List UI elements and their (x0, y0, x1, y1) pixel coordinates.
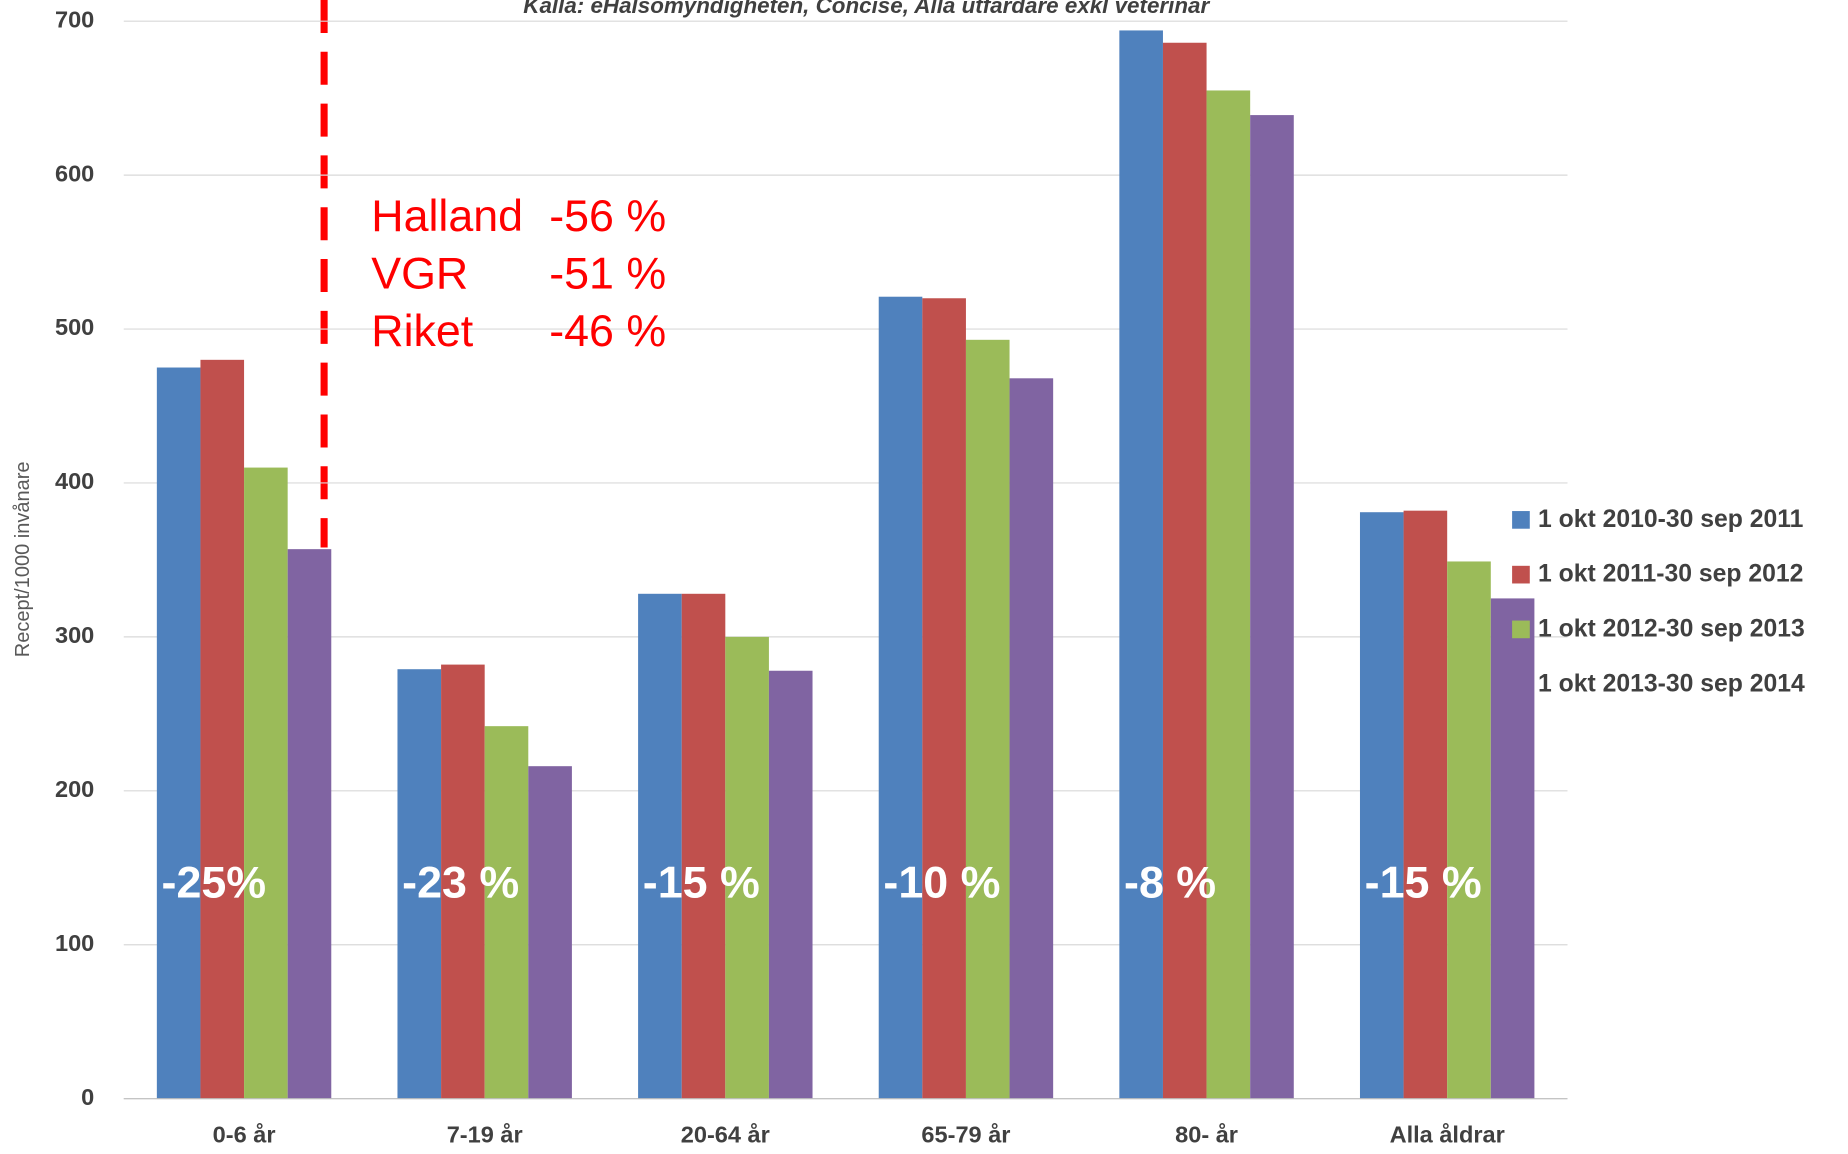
bar (1119, 30, 1163, 1099)
x-tick-label: 0-6 år (213, 1122, 276, 1148)
x-tick-label: 7-19 år (447, 1122, 523, 1148)
bar (922, 298, 966, 1099)
bar (244, 467, 288, 1099)
bar (965, 339, 1010, 1099)
bar (768, 670, 813, 1099)
y-tick-label: 700 (55, 6, 94, 32)
bar (528, 766, 572, 1099)
y-tick-label: 100 (55, 930, 94, 956)
legend-label: 1 okt 2012-30 sep 2013 (1538, 616, 1805, 643)
y-tick-label: 500 (55, 314, 94, 340)
y-tick-label: 300 (55, 622, 94, 648)
legend-label: 1 okt 2011-30 sep 2012 (1538, 561, 1803, 588)
bar (681, 593, 726, 1099)
bar (397, 669, 442, 1099)
note-region: VGR (371, 249, 468, 299)
y-axis-label: Recept/1000 invånare (12, 461, 34, 657)
y-tick-label: 200 (55, 776, 94, 802)
legend-swatch (1512, 565, 1530, 584)
change-label: -8 % (1124, 857, 1216, 907)
bar (1162, 42, 1207, 1099)
bar (1250, 115, 1294, 1099)
legend-label: 1 okt 2013-30 sep 2014 (1538, 670, 1805, 697)
change-label: -25% (162, 857, 267, 907)
x-tick-label: 80- år (1175, 1122, 1238, 1148)
bar (441, 664, 485, 1099)
legend-swatch (1512, 620, 1530, 639)
y-tick-label: 400 (55, 468, 94, 494)
change-label: -10 % (883, 857, 1000, 907)
bar (287, 549, 332, 1099)
chart-subtitle: Källa: eHälsomyndigheten, Concise, Alla … (523, 0, 1210, 18)
bar (156, 367, 201, 1099)
x-tick-label: 65-79 år (921, 1122, 1010, 1148)
bar (1206, 90, 1251, 1099)
change-label: -15 % (643, 857, 760, 907)
bar (1447, 561, 1491, 1099)
bar (725, 636, 769, 1099)
legend-swatch (1512, 675, 1530, 693)
y-tick-label: 0 (81, 1084, 94, 1110)
bar (1490, 598, 1535, 1099)
bar (1403, 510, 1448, 1099)
legend-label: 1 okt 2010-30 sep 2011 (1538, 506, 1804, 533)
note-change: -46 % (549, 306, 666, 356)
bar (1359, 512, 1404, 1099)
note-change: -56 % (549, 191, 666, 241)
bar (1009, 378, 1054, 1099)
note-region: Riket (371, 306, 474, 356)
y-tick-label: 600 (55, 160, 94, 186)
x-tick-label: Alla åldrar (1390, 1122, 1505, 1148)
bar (878, 296, 923, 1099)
x-tick-label: 20-64 år (681, 1122, 770, 1148)
note-region: Halland (371, 191, 523, 241)
change-label: -23 % (402, 857, 519, 907)
change-label: -15 % (1365, 857, 1482, 907)
bar (484, 726, 529, 1099)
legend-swatch (1512, 511, 1530, 529)
bar (200, 359, 245, 1099)
bar (638, 593, 682, 1099)
note-change: -51 % (549, 249, 666, 299)
